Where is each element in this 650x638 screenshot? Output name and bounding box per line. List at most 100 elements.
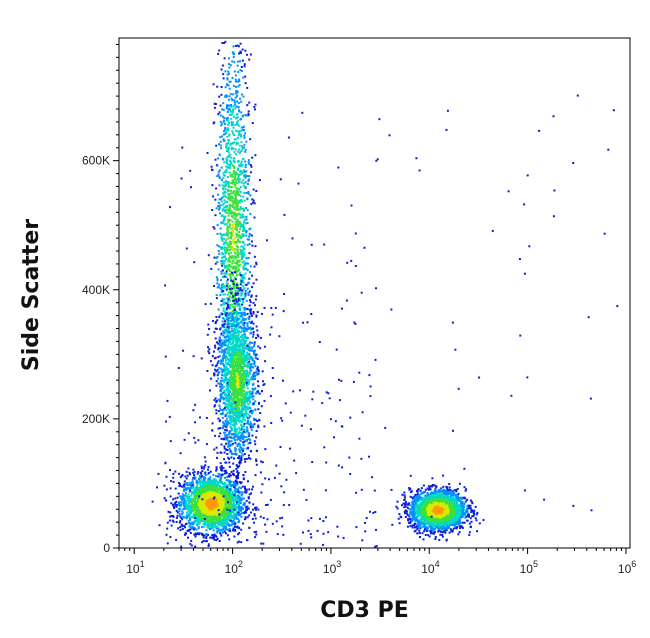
event-dot — [216, 85, 219, 88]
event-dot — [209, 510, 212, 513]
event-dot — [221, 42, 224, 44]
event-dot — [222, 269, 224, 272]
event-dot — [247, 317, 250, 320]
event-dot — [222, 518, 225, 521]
event-dot — [228, 436, 231, 439]
event-dot — [225, 523, 228, 526]
event-dot — [204, 485, 207, 488]
event-dot — [201, 479, 204, 482]
event-dot — [217, 517, 220, 520]
event-dot — [223, 130, 225, 133]
event-dot — [236, 100, 238, 103]
event-dot — [235, 526, 238, 529]
event-dot — [220, 476, 223, 479]
event-dot — [223, 522, 226, 525]
event-dot — [247, 281, 250, 284]
event-dot — [238, 130, 241, 133]
event-dot — [205, 533, 208, 535]
event-dot — [243, 63, 246, 66]
event-dot — [222, 516, 225, 519]
event-dot — [219, 507, 222, 510]
event-dot — [197, 527, 200, 530]
event-dot — [221, 135, 224, 138]
event-dot — [185, 507, 188, 510]
event-dot — [238, 507, 241, 509]
event-dot — [235, 475, 238, 477]
event-dot — [227, 163, 230, 166]
event-dot — [232, 520, 235, 522]
event-dot — [244, 181, 247, 184]
event-dot — [228, 95, 231, 98]
event-dot — [215, 494, 218, 497]
event-dot — [224, 188, 227, 191]
event-dot — [223, 174, 226, 177]
event-dot — [165, 488, 168, 491]
event-dot — [251, 244, 254, 247]
event-dot — [197, 526, 200, 528]
event-dot — [219, 227, 222, 230]
event-dot — [235, 223, 238, 225]
event-dot — [203, 498, 206, 501]
event-dot — [206, 495, 209, 498]
event-dot — [193, 520, 196, 523]
event-dot — [193, 470, 196, 473]
event-dot — [229, 223, 231, 226]
event-dot — [229, 219, 232, 222]
event-dot — [237, 142, 239, 145]
event-dot — [248, 58, 251, 61]
event-dot — [223, 496, 226, 499]
event-dot — [199, 483, 202, 486]
event-dot — [222, 221, 225, 224]
event-dot — [224, 484, 227, 486]
event-dot — [225, 241, 228, 244]
event-dot — [234, 181, 237, 184]
event-dot — [249, 301, 252, 304]
event-dot — [248, 243, 251, 246]
event-dot — [224, 70, 227, 73]
event-dot — [181, 511, 184, 514]
event-dot — [237, 512, 240, 515]
event-dot — [195, 510, 198, 513]
event-dot — [226, 453, 229, 455]
event-dot — [179, 495, 182, 498]
event-dot — [225, 513, 228, 516]
event-dot — [239, 287, 242, 290]
event-dot — [233, 151, 236, 154]
event-dot — [213, 515, 216, 518]
event-dot — [220, 509, 223, 512]
event-dot — [233, 226, 236, 229]
event-dot — [181, 493, 184, 496]
event-dot — [257, 508, 260, 511]
event-dot — [242, 225, 245, 228]
event-dot — [226, 234, 229, 237]
event-dot — [219, 500, 222, 503]
event-dot — [234, 74, 237, 77]
event-dot — [189, 509, 192, 512]
event-dot — [243, 218, 246, 221]
event-dot — [217, 522, 220, 525]
event-dot — [257, 372, 260, 375]
event-dot — [247, 159, 250, 162]
event-dot — [195, 528, 198, 531]
event-dot — [187, 484, 190, 487]
event-dot — [234, 262, 237, 264]
event-dot — [227, 57, 230, 60]
event-dot — [197, 504, 200, 507]
event-dot — [220, 86, 223, 88]
event-dot — [232, 234, 235, 237]
event-dot — [227, 475, 230, 477]
event-dot — [223, 495, 226, 498]
event-dot — [177, 527, 180, 530]
event-dot — [222, 508, 225, 511]
event-dot — [207, 512, 210, 515]
event-dot — [229, 64, 232, 67]
event-dot — [213, 538, 216, 541]
event-dot — [213, 509, 216, 512]
event-dot — [227, 229, 229, 232]
event-dot — [183, 505, 186, 508]
event-dot — [220, 390, 223, 393]
event-dot — [230, 488, 233, 491]
event-dot — [237, 473, 239, 476]
event-dot — [224, 505, 227, 508]
event-dot — [237, 252, 240, 255]
